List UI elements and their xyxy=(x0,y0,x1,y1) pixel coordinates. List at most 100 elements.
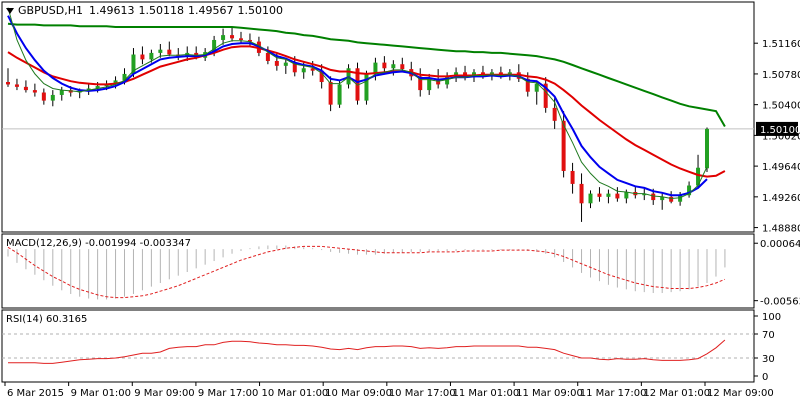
candle-up xyxy=(149,52,154,60)
candle-down xyxy=(382,62,387,69)
candle-down xyxy=(247,39,252,42)
price-tick-label: 1.51160 xyxy=(762,39,800,50)
time-tick-label: 10 Mar 09:00 xyxy=(325,388,392,399)
candle-up xyxy=(221,35,226,40)
candle-down xyxy=(651,193,656,201)
candle-up xyxy=(687,185,692,196)
candle-up xyxy=(606,193,611,197)
rsi-panel-title: RSI(14) 60.3165 xyxy=(6,314,87,325)
time-tick-label: 11 Mar 09:00 xyxy=(516,388,583,399)
candle-up xyxy=(624,191,629,199)
candle-up xyxy=(86,88,91,91)
rsi-panel: 100 70 30 0 RSI(14) 60.3165 xyxy=(1,309,781,383)
candle-up xyxy=(131,54,136,74)
candle-up xyxy=(122,73,127,81)
candle-down xyxy=(400,64,405,70)
price-panel-title: GBPUSD,H1 1.49613 1.50118 1.49567 1.50100 xyxy=(18,4,283,17)
price-tick-label: 1.50020 xyxy=(762,131,800,142)
candle-down xyxy=(274,60,279,66)
current-price-label: 1.50100 xyxy=(760,125,800,136)
candle-up xyxy=(534,83,539,92)
rsi-panel-frame xyxy=(1,309,755,383)
candle-up xyxy=(678,195,683,202)
moving-average-line-2 xyxy=(7,45,726,178)
time-tick-label: 6 Mar 2015 xyxy=(7,388,64,399)
price-panel-frame xyxy=(1,1,755,233)
candle-down xyxy=(579,183,584,204)
candle-up xyxy=(337,84,342,105)
candle-down xyxy=(355,68,360,101)
candle-up xyxy=(642,193,647,196)
candle-up xyxy=(427,78,432,91)
macd-signal-line xyxy=(7,245,726,299)
moving-average-line-3 xyxy=(7,15,708,197)
candle-down xyxy=(167,49,172,55)
dropdown-triangle-icon[interactable] xyxy=(6,8,14,14)
candle-up xyxy=(588,193,593,204)
macd-tick-label: 0.000647 xyxy=(760,239,800,250)
candle-up xyxy=(705,128,709,169)
candle-up xyxy=(212,39,217,53)
macd-panel-title: MACD(12,26,9) -0.001994 -0.003347 xyxy=(6,238,191,249)
time-tick-label: 9 Mar 09:00 xyxy=(134,388,194,399)
time-tick-label: 11 Mar 17:00 xyxy=(580,388,647,399)
candle-up xyxy=(283,62,288,66)
candle-down xyxy=(23,86,28,91)
candle-down xyxy=(32,90,37,93)
time-tick-label: 10 Mar 17:00 xyxy=(389,388,456,399)
candle-down xyxy=(525,78,530,92)
candle-down xyxy=(597,193,602,197)
price-tick-label: 1.49260 xyxy=(762,193,800,204)
time-tick-label: 9 Mar 01:00 xyxy=(71,388,131,399)
candle-down xyxy=(310,68,315,71)
candle-up xyxy=(696,167,701,186)
rsi-tick-label: 70 xyxy=(762,330,775,341)
time-tick-label: 9 Mar 17:00 xyxy=(198,388,258,399)
candle-up xyxy=(364,73,369,101)
candle-down xyxy=(14,84,19,87)
time-tick-label: 11 Mar 01:00 xyxy=(452,388,519,399)
macd-panel-frame xyxy=(1,233,755,309)
rsi-tick-label: 0 xyxy=(762,372,768,383)
candle-up xyxy=(95,86,100,89)
moving-average-line-1 xyxy=(7,22,726,128)
candle-down xyxy=(319,70,324,83)
candle-down xyxy=(328,82,333,105)
candle-down xyxy=(265,52,270,61)
candle-down xyxy=(615,193,620,199)
price-tick-label: 1.50400 xyxy=(762,101,800,112)
macd-panel: 0.000647 -0.005635 MACD(12,26,9) -0.00199… xyxy=(1,233,800,309)
time-tick-label: 10 Mar 01:00 xyxy=(262,388,329,399)
candle-up xyxy=(373,62,378,74)
candle-up xyxy=(391,64,396,69)
macd-tick-label: -0.005635 xyxy=(760,297,800,308)
time-tick-label: 12 Mar 09:00 xyxy=(707,388,774,399)
candle-down xyxy=(140,54,145,60)
candle-down xyxy=(669,196,674,202)
candle-down xyxy=(561,120,566,171)
rsi-line xyxy=(8,339,726,364)
candle-down xyxy=(230,35,235,39)
candle-up xyxy=(454,72,459,76)
price-tick-label: 1.49640 xyxy=(762,162,800,173)
candle-down xyxy=(543,83,548,108)
candle-up xyxy=(158,49,163,53)
candle-up xyxy=(301,68,306,73)
candle-down xyxy=(41,92,46,101)
candle-down xyxy=(570,170,575,184)
candle-down xyxy=(292,62,297,73)
price-panel: 1.51160 1.50780 1.50400 1.50020 1.49640 1.492… xyxy=(1,1,800,235)
moving-average-line-4 xyxy=(7,7,708,200)
candle-down xyxy=(418,76,423,91)
rsi-tick-label: 30 xyxy=(762,354,775,365)
current-price-badge xyxy=(756,121,798,136)
candle-up xyxy=(50,94,55,101)
candle-down xyxy=(552,107,557,121)
rsi-tick-label: 100 xyxy=(762,312,781,323)
candle-down xyxy=(239,38,243,40)
candle-up xyxy=(59,90,64,95)
candle-down xyxy=(6,82,10,85)
time-tick-label: 12 Mar 01:00 xyxy=(643,388,710,399)
candle-up xyxy=(660,196,665,201)
